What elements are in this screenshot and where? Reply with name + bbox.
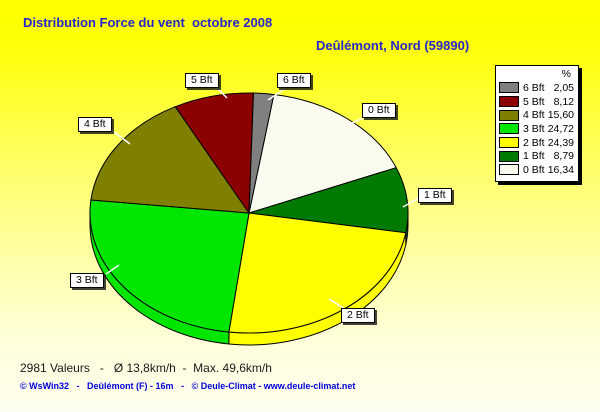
pie-slice-2bft xyxy=(228,212,407,334)
legend-swatch xyxy=(499,109,519,121)
legend-row: 1 Bft 8,79 xyxy=(499,149,574,163)
legend-row: 5 Bft 8,12 xyxy=(499,95,574,109)
pie-label-0bft: 0 Bft xyxy=(362,103,396,118)
legend-item-value: 2,05 xyxy=(553,81,574,94)
footer-credits: © WsWin32 - Deûlémont (F) - 16m - © Deul… xyxy=(20,381,356,391)
leader-line-4bft xyxy=(113,131,131,145)
legend-swatch xyxy=(499,150,519,162)
legend-item-label: 1 Bft xyxy=(523,150,545,163)
legend-item-label: 2 Bft xyxy=(523,136,545,149)
pie-label-6bft: 6 Bft xyxy=(277,73,311,88)
leader-line-0bft xyxy=(347,116,366,126)
leader-line-2bft xyxy=(328,298,346,310)
legend-swatch xyxy=(499,82,519,94)
legend-swatch xyxy=(499,123,519,135)
pie-slice-1bft xyxy=(248,167,409,234)
pie-label-3bft: 3 Bft xyxy=(70,273,104,288)
leader-line-5bft xyxy=(216,87,228,99)
legend-box: % 6 Bft 2,05 5 Bft 8,12 4 Bft 15,60 3 Bft 24,72… xyxy=(495,65,579,182)
legend-item-value: 8,79 xyxy=(553,150,574,163)
legend-rows: 6 Bft 2,05 5 Bft 8,12 4 Bft 15,60 3 Bft 24,72 2 … xyxy=(499,81,574,177)
pie-slice-4bft xyxy=(90,106,250,214)
legend-item-label: 6 Bft xyxy=(523,81,545,94)
legend-item-label: 3 Bft xyxy=(523,122,545,135)
legend-row: 6 Bft 2,05 xyxy=(499,81,574,95)
stats-line: 2981 Valeurs - Ø 13,8km/h - Max. 49,6km/… xyxy=(20,361,272,375)
pie-label-5bft: 5 Bft xyxy=(185,73,219,88)
pie-label-1bft: 1 Bft xyxy=(418,188,452,203)
legend-percent-header: % xyxy=(561,68,571,80)
legend-row: 2 Bft 24,39 xyxy=(499,136,574,150)
legend-swatch xyxy=(499,96,519,108)
pie-label-2bft: 2 Bft xyxy=(341,308,375,323)
legend-row: 3 Bft 24,72 xyxy=(499,122,574,136)
leader-line-1bft xyxy=(402,197,420,208)
leader-line-3bft xyxy=(105,264,120,275)
legend-item-value: 16,34 xyxy=(547,163,574,176)
pie-slice-6bft xyxy=(248,92,275,214)
legend-row: 4 Bft 15,60 xyxy=(499,108,574,122)
legend-item-value: 24,39 xyxy=(547,136,574,149)
legend-item-value: 24,72 xyxy=(547,122,574,135)
legend-item-value: 15,60 xyxy=(547,109,574,122)
chart-title: Distribution Force du vent octobre 2008 xyxy=(23,15,273,30)
legend-row: 0 Bft 16,34 xyxy=(499,163,574,177)
legend-item-value: 8,12 xyxy=(553,95,574,108)
legend-swatch xyxy=(499,137,519,149)
pie-slice-0bft xyxy=(248,94,397,214)
legend-swatch xyxy=(499,164,519,176)
legend-item-label: 4 Bft xyxy=(523,109,545,122)
pie-label-4bft: 4 Bft xyxy=(78,117,112,132)
legend-item-label: 0 Bft xyxy=(523,163,545,176)
legend-item-label: 5 Bft xyxy=(523,95,545,108)
leader-line-6bft xyxy=(267,87,287,101)
station-name: Deûlémont, Nord (59890) xyxy=(316,38,470,53)
pie-slice-3bft xyxy=(89,199,250,333)
